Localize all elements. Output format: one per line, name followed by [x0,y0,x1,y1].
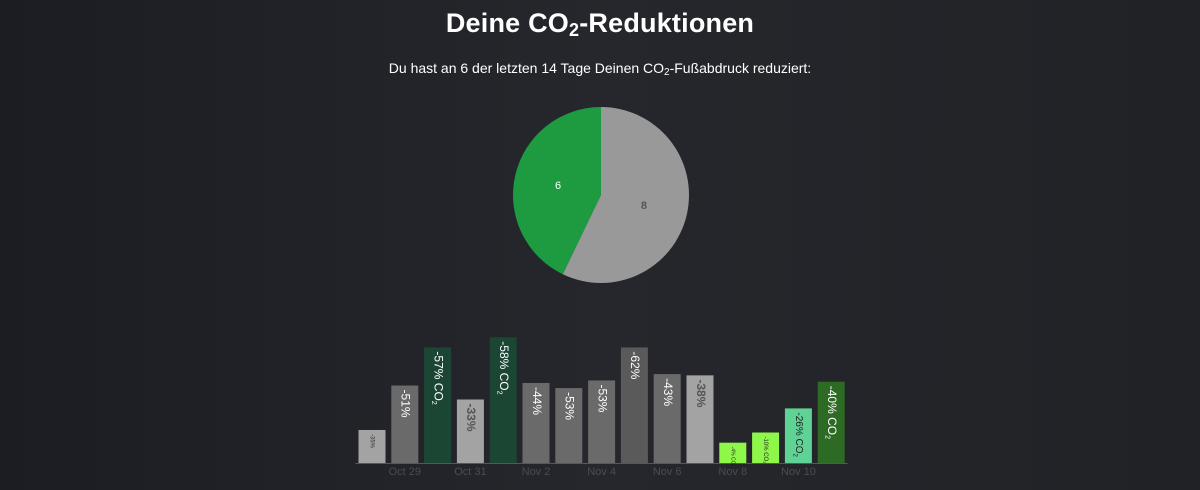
bar-label: -4% CO2 [729,447,735,468]
bar [752,432,780,463]
x-tick-label: Nov 4 [587,466,616,478]
pie-slice [562,107,690,283]
bar-label: -40% CO2 [824,386,839,439]
page-subtitle: Du hast an 6 der letzten 14 Tage Deinen … [388,60,812,78]
pie-chart: 68 [513,107,690,283]
x-tick-label: Oct 31 [454,466,486,478]
bar [817,381,845,463]
bar-label: -58% CO2 [496,341,511,394]
pie-slice-label: 8 [641,200,647,212]
bar-label: -43% [661,378,675,406]
bar [719,442,747,463]
x-tick-label: Oct 29 [389,466,421,478]
bar-label: -26% CO2 [792,412,804,457]
pie-slice-label: 6 [555,180,561,192]
bar [653,374,681,463]
bar-label: -53% [563,392,577,420]
bar-label: -57% CO2 [430,351,445,404]
bar [555,388,583,463]
x-tick-label: Nov 6 [653,466,682,478]
x-tick-label: Nov 8 [718,466,747,478]
bar-label: -44% [530,387,544,415]
bar-label: -62% [628,351,642,379]
bar [358,429,386,463]
bar-label: -53% [595,384,609,412]
bar [784,408,812,463]
bar [456,399,484,463]
bar [391,385,419,463]
bar [588,380,616,463]
bar [522,382,550,463]
bar [489,337,517,463]
bar [424,347,452,463]
pie-slice [513,107,601,275]
bar-label: -10% CO2 [762,437,768,465]
bar-label: -38% [694,379,708,407]
page-title: Deine CO2-Reduktionen [445,8,755,40]
bar-label: -33% [464,404,478,432]
bar [620,347,648,463]
bar [686,375,714,463]
x-tick-label: Nov 10 [781,466,816,478]
bar-label: -35% [368,434,374,449]
x-tick-label: Nov 2 [522,466,551,478]
bar-label: -51% [399,390,413,418]
